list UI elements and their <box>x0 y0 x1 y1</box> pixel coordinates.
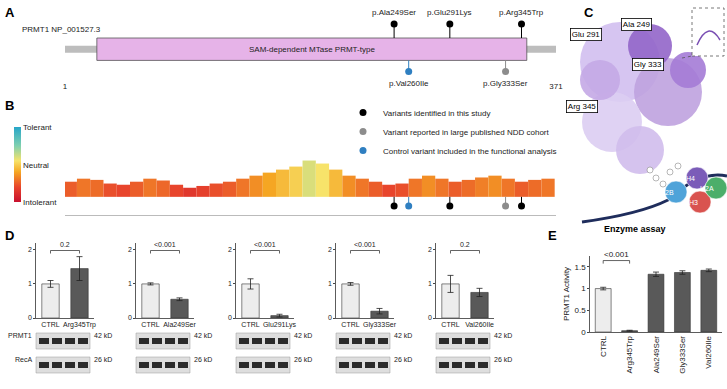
svg-text:D: D <box>5 228 14 243</box>
svg-text:Val260Ile: Val260Ile <box>465 321 494 328</box>
svg-text:Arg 345: Arg 345 <box>568 102 597 111</box>
svg-text:42 kD: 42 kD <box>494 332 512 339</box>
svg-text:SAM-dependent MTase PRMT-type: SAM-dependent MTase PRMT-type <box>249 45 375 54</box>
svg-text:2: 2 <box>128 246 132 253</box>
svg-text:42 kD: 42 kD <box>294 332 312 339</box>
svg-text:CTRL: CTRL <box>341 321 359 328</box>
svg-text:PRMT1 NP_001527.3: PRMT1 NP_001527.3 <box>22 25 101 34</box>
svg-text:42 kD: 42 kD <box>194 332 212 339</box>
svg-text:PRMT1: PRMT1 <box>8 332 32 339</box>
svg-text:CTRL: CTRL <box>241 321 259 328</box>
svg-text:1: 1 <box>228 280 232 287</box>
svg-text:0: 0 <box>428 314 432 321</box>
svg-text:H4: H4 <box>686 175 695 182</box>
svg-text:26 kD: 26 kD <box>194 356 212 363</box>
svg-text:0: 0 <box>28 314 32 321</box>
svg-text:1: 1 <box>63 82 68 91</box>
svg-text:0: 0 <box>328 314 332 321</box>
svg-text:26 kD: 26 kD <box>394 356 412 363</box>
svg-text:Ala 249: Ala 249 <box>623 20 651 29</box>
svg-text:Gly 333: Gly 333 <box>634 60 662 69</box>
svg-text:2: 2 <box>228 246 232 253</box>
svg-text:C: C <box>584 5 594 20</box>
svg-text:2: 2 <box>28 246 32 253</box>
svg-text:26 kD: 26 kD <box>494 356 512 363</box>
svg-text:p.Glu291Lys: p.Glu291Lys <box>427 8 472 17</box>
svg-text:0.2: 0.2 <box>60 241 70 248</box>
svg-text:1: 1 <box>428 280 432 287</box>
svg-text:371: 371 <box>549 82 563 91</box>
svg-text:E: E <box>548 228 557 243</box>
svg-text:Enzyme assay: Enzyme assay <box>604 224 666 234</box>
svg-text:p.Val260Ile: p.Val260Ile <box>389 79 429 88</box>
svg-text:42 kD: 42 kD <box>94 332 112 339</box>
svg-text:Tolerant: Tolerant <box>23 123 52 132</box>
svg-text:1.5: 1.5 <box>574 263 586 272</box>
svg-text:<0.001: <0.001 <box>254 241 276 248</box>
svg-text:H3: H3 <box>689 199 698 206</box>
svg-text:42 kD: 42 kD <box>394 332 412 339</box>
svg-text:0.5: 0.5 <box>574 306 586 315</box>
svg-text:Ala249Ser: Ala249Ser <box>652 336 661 374</box>
svg-text:1: 1 <box>581 284 586 293</box>
svg-text:Variant reported in large publ: Variant reported in large published NDD … <box>383 128 549 137</box>
svg-text:Gly333Ser: Gly333Ser <box>678 336 687 374</box>
svg-text:A: A <box>5 5 15 20</box>
svg-text:1: 1 <box>128 280 132 287</box>
svg-text:2: 2 <box>328 246 332 253</box>
svg-text:0: 0 <box>228 314 232 321</box>
svg-text:Arg345Trp: Arg345Trp <box>625 335 634 373</box>
svg-text:1: 1 <box>328 280 332 287</box>
svg-text:p.Ala249Ser: p.Ala249Ser <box>372 8 416 17</box>
svg-text:Glu 291: Glu 291 <box>572 30 601 39</box>
svg-text:Neutral: Neutral <box>23 161 49 170</box>
svg-text:Gly333Ser: Gly333Ser <box>363 321 397 329</box>
svg-text:PRMT1 Activity: PRMT1 Activity <box>562 267 571 321</box>
svg-text:Glu291Lys: Glu291Lys <box>263 321 297 329</box>
svg-text:2: 2 <box>428 246 432 253</box>
svg-text:1: 1 <box>28 280 32 287</box>
svg-text:p.Gly333Ser: p.Gly333Ser <box>483 79 528 88</box>
svg-text:<0.001: <0.001 <box>354 241 376 248</box>
svg-text:CTRL: CTRL <box>441 321 459 328</box>
svg-text:CTRL: CTRL <box>599 335 608 356</box>
svg-text:CTRL: CTRL <box>141 321 159 328</box>
svg-text:0: 0 <box>581 328 586 337</box>
svg-text:26 kD: 26 kD <box>294 356 312 363</box>
svg-text:Arg345Trp: Arg345Trp <box>63 321 96 329</box>
svg-text:Control variant included in th: Control variant included in the function… <box>383 147 556 156</box>
svg-text:<0.001: <0.001 <box>154 241 176 248</box>
svg-text:B: B <box>5 98 14 113</box>
svg-text:H2A: H2A <box>700 185 714 192</box>
svg-text:Intolerant: Intolerant <box>23 198 57 207</box>
svg-text:26 kD: 26 kD <box>94 356 112 363</box>
svg-text:RecA: RecA <box>15 356 32 363</box>
svg-text:0.2: 0.2 <box>460 241 470 248</box>
svg-text:Ala249Ser: Ala249Ser <box>163 321 196 328</box>
svg-text:0: 0 <box>128 314 132 321</box>
svg-text:Val260Ile: Val260Ile <box>704 335 713 368</box>
svg-text:H2B: H2B <box>660 189 674 196</box>
svg-text:Variants identified in this st: Variants identified in this study <box>383 109 490 118</box>
svg-text:<0.001: <0.001 <box>604 250 629 259</box>
svg-text:p.Arg345Trp: p.Arg345Trp <box>499 8 544 17</box>
svg-text:CTRL: CTRL <box>41 321 59 328</box>
